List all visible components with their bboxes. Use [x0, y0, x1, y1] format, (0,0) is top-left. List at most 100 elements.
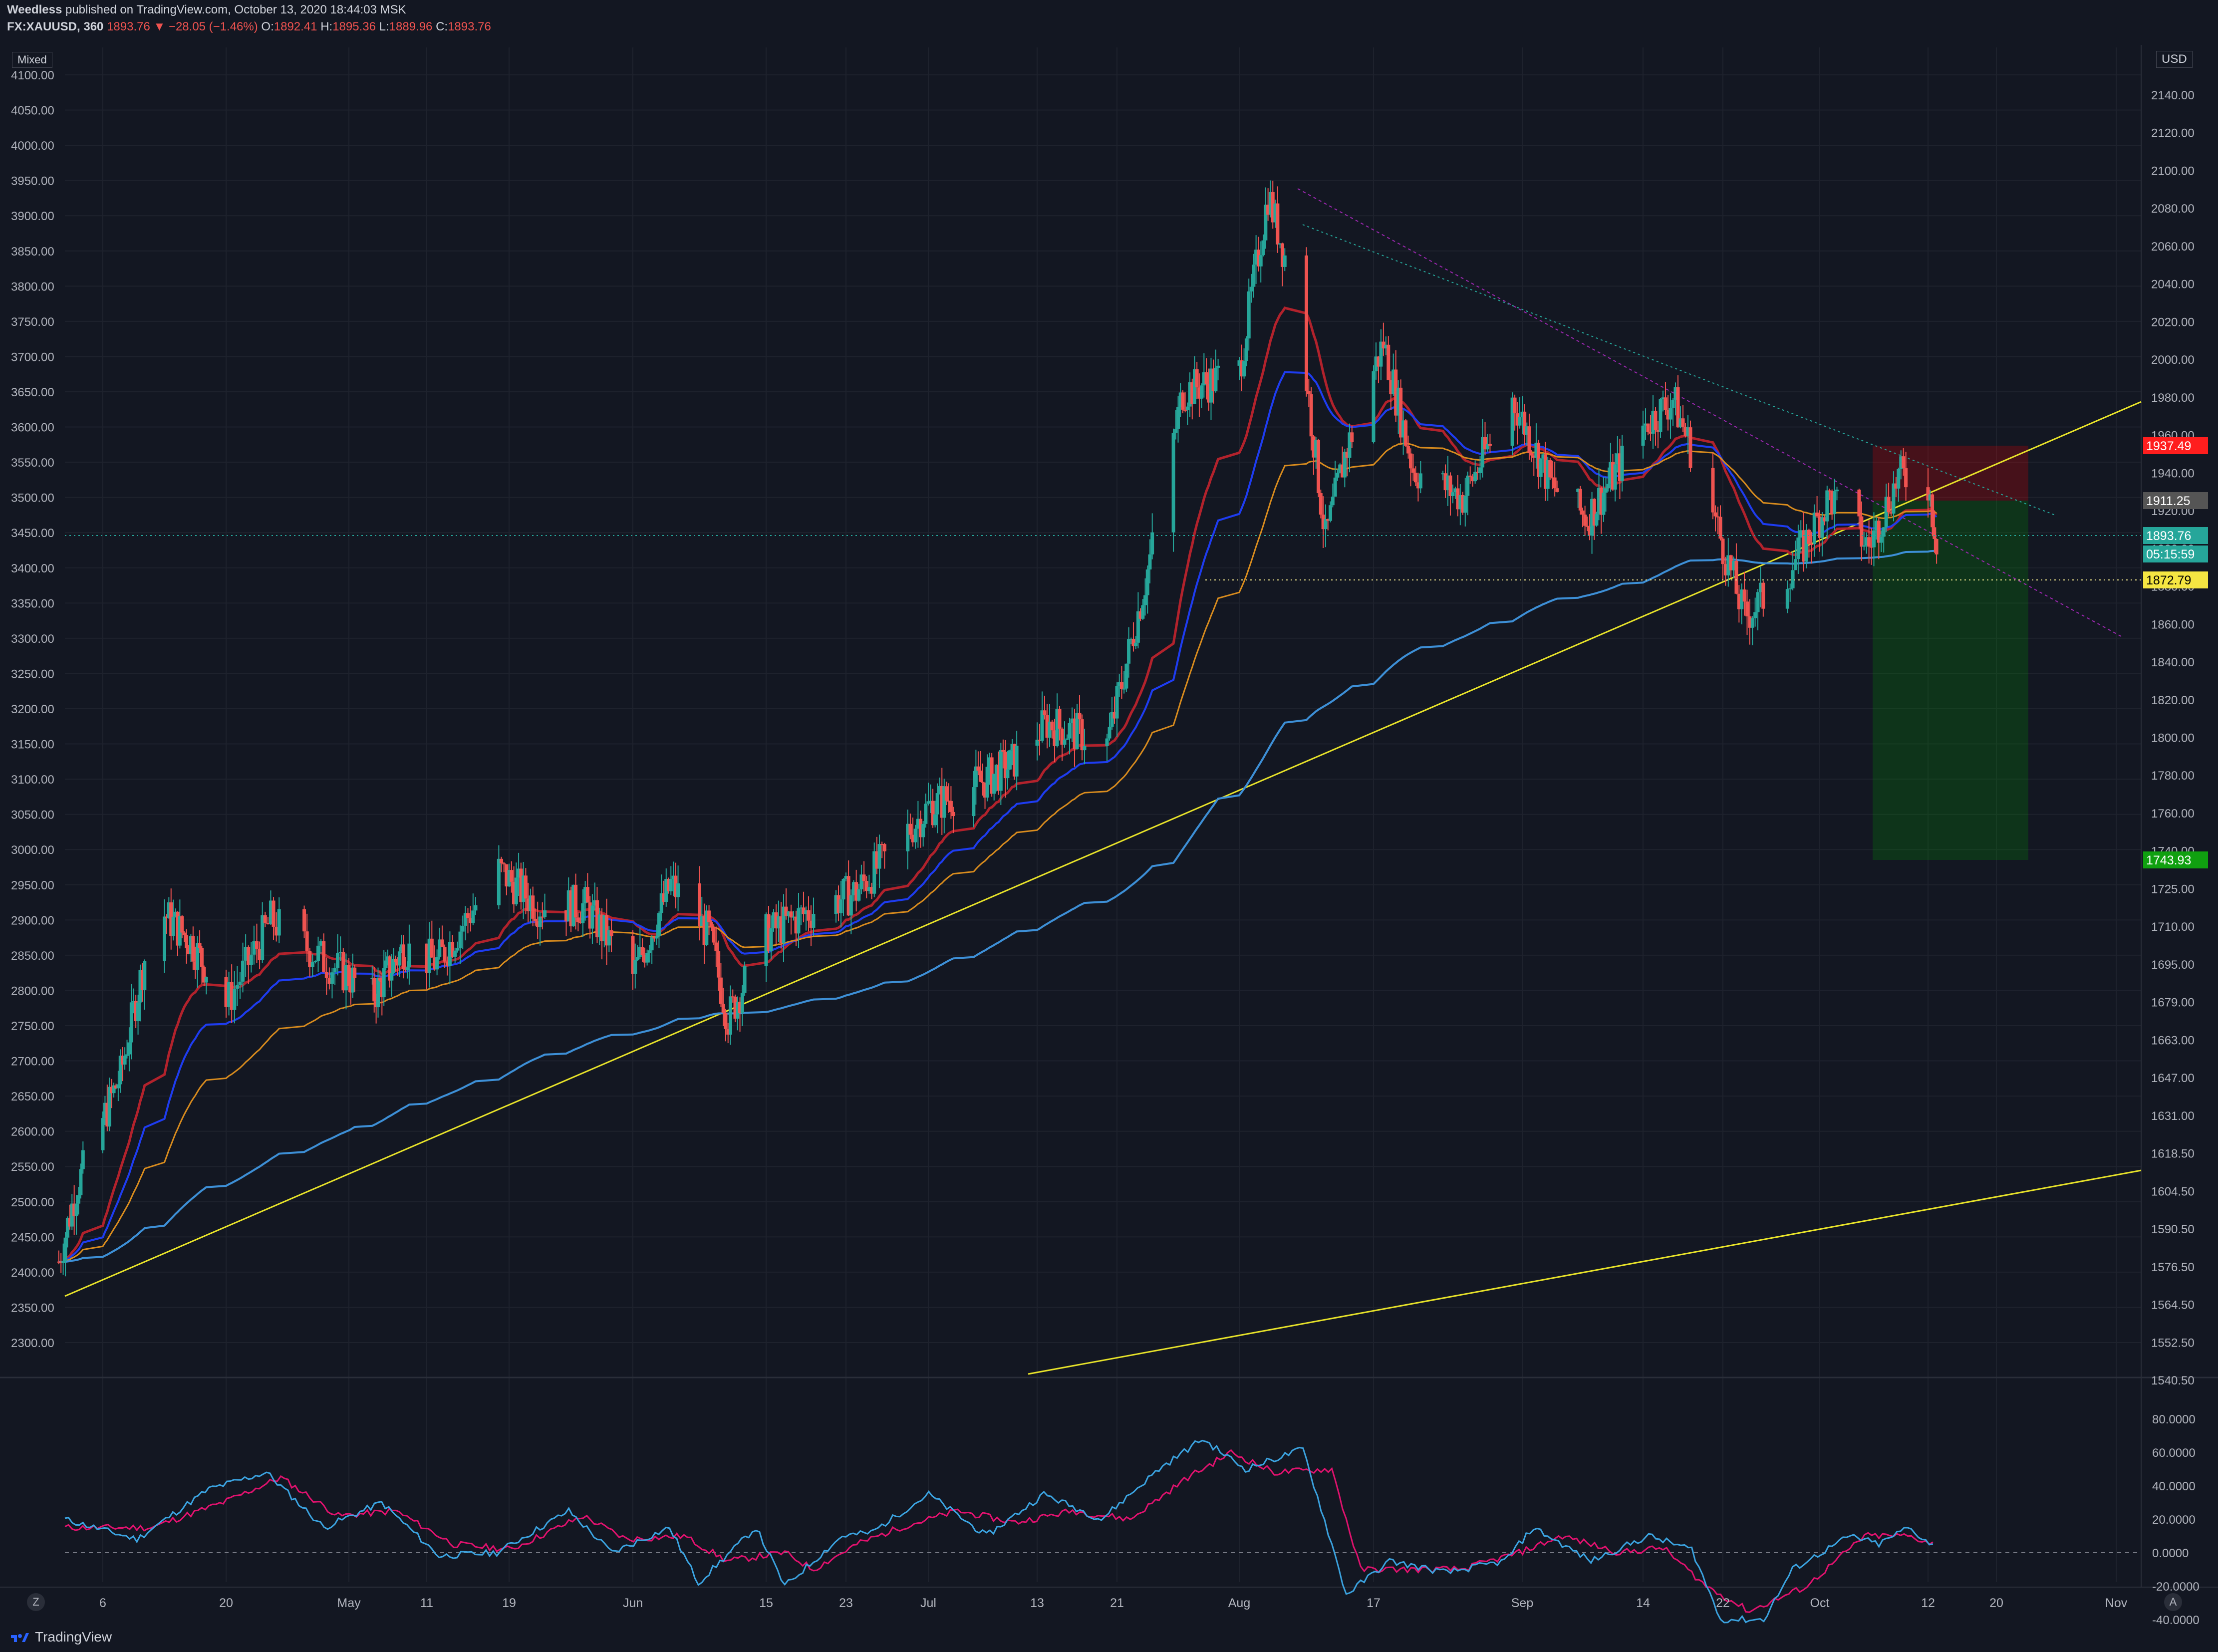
candle-body: [107, 1087, 111, 1127]
published-text: published on TradingView.com, October 13…: [65, 3, 406, 16]
candle-body: [392, 958, 396, 973]
candle-body: [571, 884, 575, 926]
candle-body: [394, 958, 398, 962]
candle-body: [401, 944, 405, 970]
candle-body: [1200, 385, 1204, 399]
right-axis-tick: 1631.00: [2151, 1109, 2195, 1123]
candle-body: [1828, 490, 1832, 492]
right-axis-tick: 1576.50: [2151, 1261, 2195, 1274]
scale-mode-badge[interactable]: Mixed: [12, 52, 52, 68]
candle-body: [327, 978, 331, 984]
right-axis-tick: 1760.00: [2151, 807, 2195, 821]
candle-body: [134, 1001, 138, 1021]
candle-body: [1592, 499, 1596, 526]
candle-body: [403, 969, 407, 971]
candle-body: [463, 913, 467, 926]
candle-body: [524, 875, 528, 899]
candle-body: [1451, 492, 1455, 497]
candle-body: [1045, 715, 1049, 738]
price-label-bg: [2143, 437, 2208, 454]
candle-body: [427, 938, 431, 973]
candle-body: [1544, 454, 1548, 489]
candle-body: [1278, 243, 1282, 245]
candle-body: [870, 887, 874, 894]
candle-body: [1555, 488, 1559, 492]
candle-body: [1620, 446, 1624, 482]
candle-body: [1734, 560, 1738, 594]
candle-body: [1112, 712, 1116, 719]
x-axis-tick: 19: [502, 1596, 516, 1610]
candle-body: [1933, 527, 1937, 539]
candle-body: [908, 824, 912, 835]
trend-line-lower: [1028, 1169, 2142, 1375]
candle-body: [1748, 616, 1752, 628]
candle-body: [862, 874, 866, 881]
candle-body: [430, 938, 434, 958]
candle-body: [1681, 418, 1685, 427]
candle-body: [57, 1261, 61, 1263]
candle-body: [1616, 453, 1620, 465]
left-axis-tick: 2700.00: [11, 1055, 54, 1069]
candle-body: [1148, 554, 1152, 569]
candle-body: [812, 914, 816, 928]
candle-body: [724, 1013, 728, 1029]
candle-body: [1143, 595, 1147, 605]
candle-body: [595, 900, 599, 937]
candle-body: [440, 939, 444, 947]
candle-body: [1391, 369, 1395, 394]
candle-body: [461, 925, 465, 932]
candle-body: [1865, 537, 1869, 546]
auto-scale-icon[interactable]: A: [2164, 1593, 2182, 1611]
zoom-icon[interactable]: Z: [27, 1593, 45, 1611]
left-axis-tick: 3500.00: [11, 492, 54, 505]
candle-body: [736, 1002, 740, 1019]
candle-body: [662, 893, 666, 902]
candle-body: [1599, 488, 1603, 515]
candle-body: [1396, 387, 1400, 416]
candle-body: [1448, 475, 1452, 497]
right-axis-tick: 2000.00: [2151, 353, 2195, 367]
candle-body: [1411, 468, 1415, 473]
candle-body: [1686, 427, 1690, 436]
candle-body: [924, 804, 928, 824]
candle-body: [65, 1218, 69, 1238]
candle-body: [1456, 488, 1460, 510]
candle-body: [590, 905, 594, 929]
tradingview-logo[interactable]: TradingView: [10, 1629, 112, 1645]
candle-body: [1609, 462, 1613, 484]
candle-body: [1476, 472, 1480, 473]
candle-body: [1750, 618, 1754, 628]
candle-body: [1070, 718, 1074, 723]
open-value: 1892.41: [274, 20, 317, 33]
right-axis-tick: 2020.00: [2151, 315, 2195, 329]
currency-badge[interactable]: USD: [2156, 51, 2193, 68]
candle-body: [466, 913, 470, 918]
x-axis-tick: Sep: [1511, 1596, 1533, 1610]
candle-body: [1384, 344, 1388, 349]
candle-body: [659, 893, 663, 913]
x-axis-tick: Nov: [2105, 1596, 2128, 1610]
candle-body: [1732, 560, 1736, 570]
candle-body: [1644, 423, 1648, 426]
candle-body: [976, 766, 980, 771]
left-axis-tick: 3200.00: [11, 703, 54, 716]
candle-body: [241, 960, 245, 982]
candle-body: [938, 786, 942, 794]
candle-body: [196, 943, 200, 970]
candle-body: [809, 920, 813, 928]
candle-body: [313, 961, 317, 962]
left-axis-tick: 4100.00: [11, 69, 54, 82]
candle-body: [1131, 639, 1135, 646]
candle-body: [859, 874, 863, 889]
candle-body: [792, 916, 796, 918]
candle-body: [983, 783, 987, 798]
candle-body: [588, 902, 592, 929]
candle-body: [165, 916, 169, 918]
left-axis-tick: 3400.00: [11, 562, 54, 575]
x-axis-tick: 15: [759, 1596, 773, 1610]
left-axis-tick: 4050.00: [11, 104, 54, 118]
candle-body: [1202, 372, 1206, 386]
candle-body: [1446, 475, 1450, 491]
candle-body: [405, 967, 409, 970]
